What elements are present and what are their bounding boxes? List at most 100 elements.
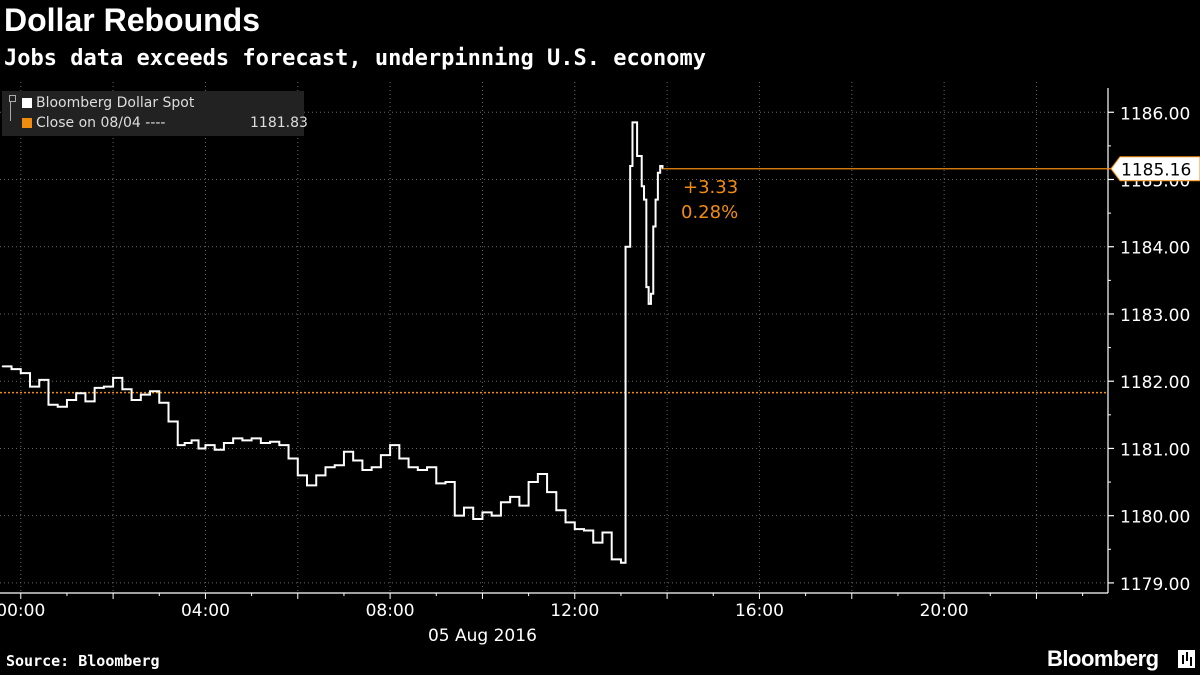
x-tick-label: 20:00 [920, 601, 969, 621]
data-point [306, 484, 308, 487]
data-point [140, 394, 142, 396]
data-point [657, 172, 659, 174]
y-tick-label: 1181.00 [1120, 440, 1190, 460]
data-point [645, 286, 647, 288]
data-point [659, 165, 661, 167]
data-point [352, 459, 354, 462]
data-point [10, 368, 13, 370]
data-point [407, 466, 410, 468]
data-point [47, 404, 50, 406]
change-percent-label: 0.28% [681, 202, 738, 223]
data-point [509, 496, 511, 498]
data-point [204, 444, 207, 446]
data-point [130, 399, 133, 401]
data-point [417, 469, 419, 471]
data-point [232, 437, 234, 439]
data-point [260, 442, 262, 444]
legend-close-value: 1181.83 [250, 115, 308, 131]
data-point [371, 466, 373, 468]
data-point [361, 469, 364, 471]
y-tick-label: 1179.00 [1120, 575, 1190, 595]
y-tick-label: 1183.00 [1120, 306, 1190, 326]
data-point [29, 385, 31, 388]
legend-tree-connector [10, 97, 19, 121]
data-point [454, 515, 456, 517]
data-point [184, 442, 186, 444]
data-point [75, 392, 77, 394]
data-point [481, 511, 484, 513]
data-point [167, 420, 170, 423]
data-point [334, 464, 336, 466]
data-point [324, 466, 327, 468]
data-point [528, 481, 530, 483]
data-point [177, 444, 179, 446]
source-note: Source: Bloomberg [6, 652, 160, 670]
data-point [223, 442, 225, 444]
x-tick-label: 12:00 [550, 601, 599, 621]
legend-swatch-white [22, 98, 32, 108]
x-axis-date-label: 05 Aug 2016 [428, 626, 537, 646]
x-tick-label: 04:00 [181, 601, 230, 621]
data-point [197, 447, 200, 450]
data-point [564, 521, 567, 524]
data-point [643, 199, 645, 201]
legend-entry-close: Close on 08/04 ---- 1181.83 [22, 114, 312, 132]
data-point [583, 529, 585, 532]
data-point [648, 303, 650, 305]
data-point [1, 365, 3, 368]
legend-close-label: Close on 08/04 ---- [36, 115, 166, 131]
bloomberg-logo: Bloomberg [1047, 646, 1159, 671]
data-point [426, 466, 428, 468]
data-point [491, 515, 493, 517]
data-point [389, 444, 391, 446]
data-point [297, 474, 299, 476]
data-point [631, 121, 634, 123]
data-point [380, 454, 382, 456]
data-point [629, 165, 631, 167]
data-point [84, 400, 87, 402]
data-point [103, 385, 105, 388]
data-point [654, 199, 657, 201]
data-point [620, 562, 622, 564]
data-point [57, 406, 59, 408]
data-point [435, 482, 437, 485]
data-point [463, 507, 465, 509]
data-point [555, 509, 557, 511]
data-point [398, 457, 400, 460]
x-tick-label: 16:00 [735, 601, 784, 621]
data-point [636, 155, 638, 157]
legend-series-label: Bloomberg Dollar Spot [36, 95, 195, 111]
data-point [158, 402, 160, 404]
legend-swatch-orange [22, 118, 32, 128]
data-point [343, 451, 345, 453]
data-point [652, 225, 654, 228]
data-point [190, 439, 193, 441]
data-point [601, 531, 604, 534]
data-point [574, 528, 576, 530]
y-tick-label: 1182.00 [1120, 373, 1190, 393]
data-point [112, 377, 114, 379]
data-point [518, 504, 520, 507]
legend-entry-series: Bloomberg Dollar Spot [22, 94, 194, 112]
data-point [241, 439, 243, 441]
chart-subtitle: Jobs data exceeds forecast, underpinning… [4, 46, 706, 71]
data-point [121, 388, 123, 390]
data-point [592, 541, 594, 544]
last-value-label: 1185.16 [1121, 161, 1191, 181]
legend-collapse-icon[interactable] [9, 95, 16, 102]
data-point [20, 372, 22, 374]
series-line-dollar-spot [2, 121, 664, 564]
y-tick-label: 1180.00 [1120, 508, 1190, 528]
data-point [650, 293, 652, 295]
data-point [287, 457, 290, 460]
data-point [624, 246, 627, 248]
x-tick-label: 08:00 [366, 601, 415, 621]
change-absolute-label: +3.33 [683, 177, 738, 198]
data-point [38, 379, 40, 381]
x-tick-label: 00:00 [0, 601, 45, 621]
data-point [66, 399, 68, 401]
data-point [149, 390, 151, 392]
data-point [315, 474, 317, 476]
legend: Bloomberg Dollar Spot Close on 08/04 ---… [2, 91, 308, 136]
